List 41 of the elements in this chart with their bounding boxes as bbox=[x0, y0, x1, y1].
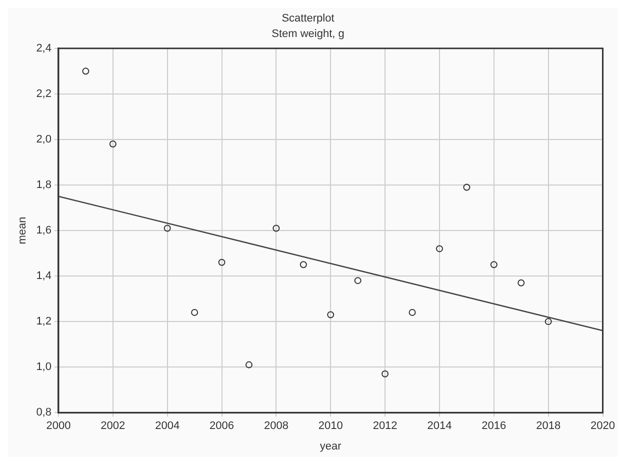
y-axis-title: mean bbox=[16, 216, 29, 244]
x-tick-label: 2006 bbox=[210, 420, 234, 432]
point bbox=[354, 277, 362, 284]
y-tick-label: 2,4 bbox=[36, 42, 52, 54]
x-tick-label: 2016 bbox=[482, 420, 506, 432]
y-tick-label: 1,2 bbox=[36, 316, 52, 328]
y-tick-label: 2,2 bbox=[36, 88, 52, 100]
x-tick-label: 2014 bbox=[427, 420, 452, 432]
point bbox=[191, 308, 198, 316]
x-tick-label: 2020 bbox=[590, 420, 616, 432]
y-tick-label: 2,0 bbox=[36, 133, 52, 146]
point bbox=[490, 261, 498, 268]
chart-title: Scatterplot bbox=[282, 12, 334, 25]
point bbox=[408, 308, 416, 316]
y-tick-label: 1,6 bbox=[36, 224, 52, 237]
point bbox=[463, 184, 470, 191]
y-tick-label: 1,0 bbox=[36, 361, 52, 374]
point bbox=[436, 245, 443, 252]
point bbox=[300, 261, 307, 268]
point bbox=[245, 361, 252, 368]
point bbox=[82, 68, 90, 75]
x-tick-label: 2012 bbox=[372, 420, 398, 432]
x-tick-label: 2018 bbox=[536, 420, 561, 432]
chart-subtitle: Stem weight, g bbox=[272, 28, 344, 40]
x-tick-label: 2008 bbox=[264, 420, 288, 432]
x-tick-label: 2004 bbox=[155, 420, 180, 432]
x-tick-label: 2010 bbox=[318, 420, 343, 432]
point bbox=[382, 370, 389, 378]
point bbox=[518, 279, 525, 286]
x-tick-label: 2000 bbox=[46, 420, 71, 432]
point bbox=[164, 224, 171, 232]
point bbox=[272, 224, 280, 232]
y-tick-label: 0,8 bbox=[36, 406, 52, 419]
x-axis-title: year bbox=[320, 440, 342, 452]
x-tick-label: 2002 bbox=[100, 420, 126, 432]
point bbox=[109, 140, 116, 148]
point bbox=[218, 258, 226, 266]
point bbox=[327, 311, 334, 318]
point bbox=[544, 318, 552, 326]
y-tick-label: 1,8 bbox=[36, 179, 52, 192]
y-tick-label: 1,4 bbox=[36, 270, 52, 282]
